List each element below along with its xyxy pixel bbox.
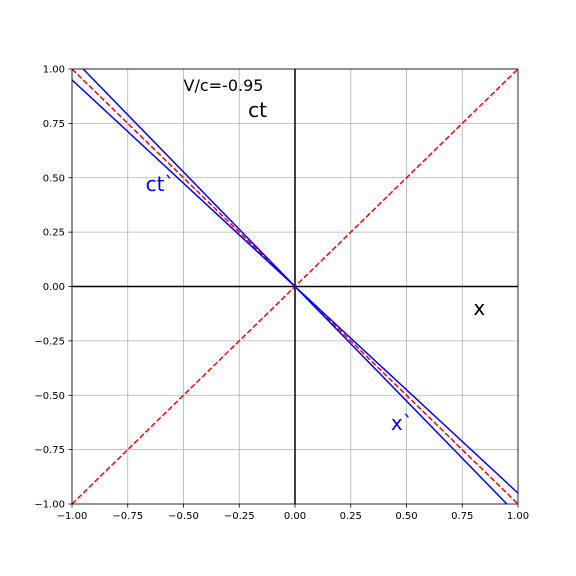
ct-prime-label: ct`: [146, 172, 175, 196]
x-label: x: [473, 296, 485, 320]
velocity-label: V/c=-0.95: [184, 76, 264, 95]
x-tick-label-3: −0.25: [224, 511, 255, 522]
ct-label: ct: [248, 98, 267, 122]
x-tick-label-7: 0.75: [451, 511, 473, 522]
ticks-layer: −1.00 −0.75 −0.50 −0.25 0.00 0.25 0.50 0.75 1.00…: [34, 65, 529, 523]
x-tick-label-4: 0.00: [284, 511, 306, 522]
x-tick-label-0: −1.00: [57, 511, 88, 522]
x-tick-label-6: 0.50: [395, 511, 417, 522]
y-tick-label-4: 0.00: [43, 282, 65, 293]
y-tick-label-2: −0.50: [34, 391, 65, 402]
annotation-layer: V/c=-0.95 ct ct` x x`: [146, 76, 486, 435]
y-tick-label-5: 0.25: [43, 228, 65, 239]
x-tick-label-5: 0.25: [340, 511, 362, 522]
x-prime-label: x`: [391, 411, 413, 435]
series-layer: [72, 69, 518, 504]
y-tick-label-8: 1.00: [43, 65, 65, 76]
y-tick-label-0: −1.00: [34, 500, 65, 511]
y-tick-label-3: −0.25: [34, 336, 65, 347]
x-tick-label-1: −0.75: [112, 511, 143, 522]
y-tick-label-7: 0.75: [43, 119, 65, 130]
series-x-prime-axis: [72, 79, 518, 494]
y-tick-label-1: −0.75: [34, 445, 65, 456]
x-tick-label-2: −0.50: [168, 511, 199, 522]
x-tick-label-8: 1.00: [507, 511, 529, 522]
y-tick-label-6: 0.50: [43, 173, 65, 184]
